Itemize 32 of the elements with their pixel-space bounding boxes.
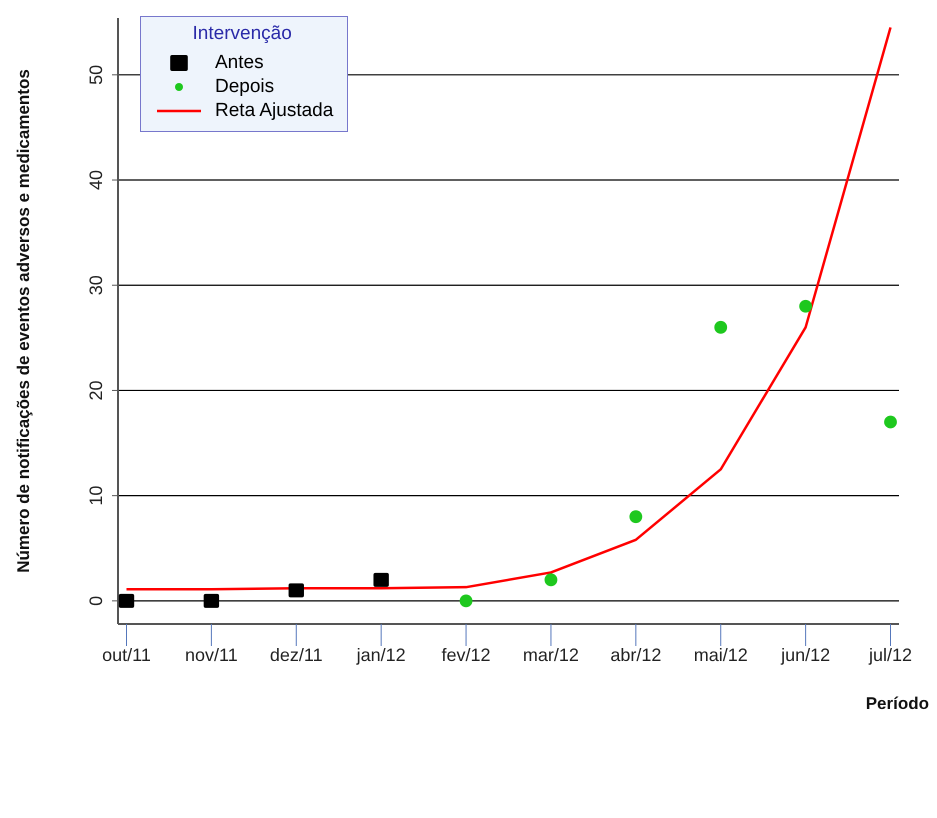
y-tick-label: 20 (86, 380, 106, 400)
x-tick-label: dez/11 (270, 644, 323, 665)
legend-label: Reta Ajustada (215, 100, 334, 122)
x-tick-label: out/11 (102, 644, 151, 665)
legend-label: Depois (215, 76, 274, 98)
point (544, 573, 558, 586)
y-axis-title: Número de notificações de eventos adversos e medicamentos (14, 69, 34, 573)
legend-title: Intervenção (192, 23, 293, 45)
x-tick-label: abr/12 (610, 644, 662, 665)
point (373, 572, 389, 587)
point (799, 300, 812, 313)
point (118, 594, 134, 608)
x-axis-title: Período (866, 694, 929, 714)
x-tick-label: mai/12 (694, 644, 748, 665)
x-tick-label: nov/11 (185, 644, 238, 665)
y-tick-label: 50 (86, 64, 106, 85)
x-tick-label: jul/12 (868, 644, 912, 665)
x-tick-label: mar/12 (522, 644, 579, 665)
point (460, 594, 472, 608)
point (629, 510, 642, 524)
point (714, 320, 728, 334)
x-tick-label: fev/12 (442, 644, 491, 665)
x-tick-label: jun/12 (780, 644, 830, 665)
point (204, 594, 220, 608)
point (884, 416, 897, 428)
point (288, 583, 304, 598)
y-tick-label: 0 (86, 596, 106, 606)
y-tick-label: 10 (86, 486, 106, 506)
y-tick-label: 30 (86, 275, 106, 296)
y-tick-label: 40 (86, 170, 106, 190)
x-tick-label: jan/12 (356, 644, 406, 665)
legend-label: Antes (215, 52, 264, 74)
